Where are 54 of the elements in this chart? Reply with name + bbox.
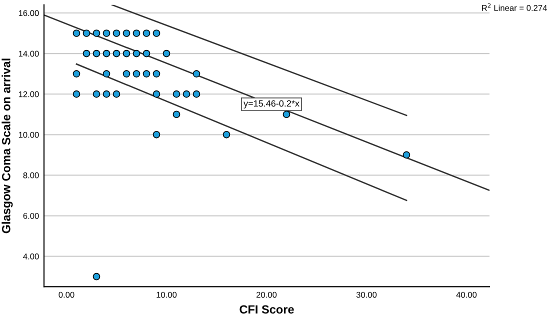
y-axis-title: Glasgow Coma Scale on arrival	[2, 58, 13, 234]
point	[122, 70, 130, 78]
point	[122, 30, 130, 37]
y-tick-label: 8.00	[23, 172, 39, 178]
point	[92, 90, 100, 98]
point	[102, 30, 110, 37]
point	[142, 50, 150, 58]
point	[82, 30, 90, 37]
point	[92, 50, 100, 58]
y-tick-label: 4.00	[23, 254, 39, 260]
point	[72, 70, 80, 78]
annotation: y=15.46-0.2*x	[244, 100, 300, 108]
x-tick-label: 20.00	[256, 292, 277, 298]
point	[132, 30, 140, 37]
y-tick-label: 16.00	[18, 10, 39, 16]
point	[402, 151, 410, 159]
y-tick-label: 14.00	[18, 50, 39, 57]
point	[132, 50, 140, 58]
point	[282, 110, 290, 118]
point	[142, 30, 150, 37]
point	[152, 90, 160, 98]
point	[112, 50, 120, 58]
x-tick-label: 0.00	[58, 292, 74, 298]
point	[192, 90, 200, 98]
x-tick-label: 10.00	[156, 292, 177, 298]
x-tick-label: 30.00	[356, 292, 377, 298]
point	[192, 70, 200, 78]
annotation: R$^{2}$ Linear = 0.274	[482, 3, 547, 11]
point	[102, 90, 110, 98]
point	[92, 272, 100, 280]
point	[152, 130, 160, 138]
point	[82, 50, 90, 58]
y-tick-label: 12.00	[18, 91, 39, 98]
point	[112, 90, 120, 98]
point	[152, 70, 160, 78]
y-tick-label: 10.00	[18, 132, 39, 138]
point	[122, 50, 130, 58]
point	[112, 30, 120, 37]
point	[72, 30, 80, 37]
point	[222, 130, 230, 138]
point	[172, 90, 180, 98]
point	[142, 70, 150, 78]
point	[72, 90, 80, 98]
x-axis-title: CFI Score	[240, 305, 294, 314]
point	[152, 30, 160, 37]
y-tick-label: 6.00	[23, 212, 39, 219]
point	[92, 30, 100, 37]
point	[102, 70, 110, 78]
point	[102, 50, 110, 58]
point	[172, 110, 180, 118]
x-tick-label: 40.00	[456, 292, 477, 298]
point	[132, 70, 140, 78]
point	[182, 90, 190, 98]
point	[162, 50, 170, 58]
